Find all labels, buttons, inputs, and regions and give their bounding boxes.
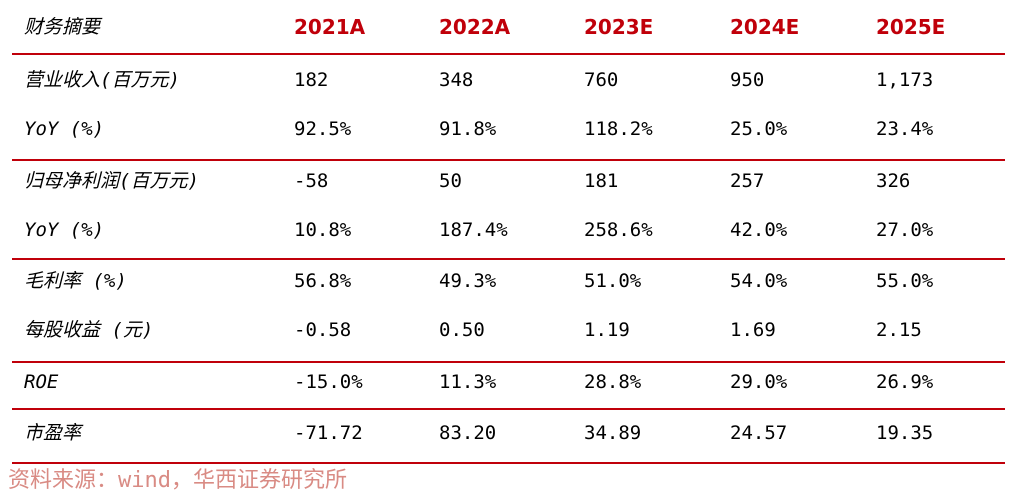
cell-2021a: -71.72 [294, 422, 363, 444]
row-label: YoY (%) [24, 219, 105, 241]
cell-2021a: 182 [294, 69, 329, 91]
header-year-2022a: 2022A [439, 15, 511, 39]
table-row-revenue: 营业收入(百万元) 182 348 760 950 1,173 [12, 55, 1005, 105]
header-year-2023e: 2023E [584, 15, 654, 39]
cell-2021a: 92.5% [294, 118, 352, 140]
cell-2023e: 28.8% [584, 371, 642, 393]
cell-2024e: 54.0% [730, 270, 788, 292]
section-divider-2 [12, 258, 1005, 260]
cell-2024e: 1.69 [730, 319, 776, 341]
table-row-eps: 每股收益 (元) -0.58 0.50 1.19 1.69 2.15 [12, 305, 1005, 355]
section-divider-1 [12, 159, 1005, 161]
row-label: 每股收益 (元) [24, 319, 154, 341]
row-label: YoY (%) [24, 118, 105, 140]
cell-2021a: -58 [294, 170, 329, 192]
cell-2022a: 83.20 [439, 422, 497, 444]
table-bottom-rule [12, 462, 1005, 464]
cell-2021a: 56.8% [294, 270, 352, 292]
cell-2025e: 1,173 [876, 69, 934, 91]
cell-2024e: 24.57 [730, 422, 788, 444]
cell-2025e: 27.0% [876, 219, 934, 241]
header-year-2021a: 2021A [294, 15, 366, 39]
source-note: 资料来源：wind，华西证券研究所 [8, 468, 347, 493]
cell-2025e: 55.0% [876, 270, 934, 292]
header-label: 财务摘要 [24, 16, 101, 38]
table-row-roe: ROE -15.0% 11.3% 28.8% 29.0% 26.9% [12, 357, 1005, 407]
cell-2023e: 51.0% [584, 270, 642, 292]
cell-2022a: 91.8% [439, 118, 497, 140]
cell-2023e: 1.19 [584, 319, 630, 341]
cell-2024e: 29.0% [730, 371, 788, 393]
cell-2025e: 326 [876, 170, 911, 192]
cell-2024e: 25.0% [730, 118, 788, 140]
header-year-2024e: 2024E [730, 15, 800, 39]
cell-2022a: 0.50 [439, 319, 485, 341]
cell-2025e: 19.35 [876, 422, 934, 444]
cell-2023e: 34.89 [584, 422, 642, 444]
cell-2022a: 50 [439, 170, 462, 192]
section-divider-3 [12, 361, 1005, 363]
table-row-net-profit-yoy: YoY (%) 10.8% 187.4% 258.6% 42.0% 27.0% [12, 205, 1005, 255]
row-label: 归母净利润(百万元) [24, 170, 199, 192]
cell-2021a: -15.0% [294, 371, 363, 393]
cell-2025e: 26.9% [876, 371, 934, 393]
table-row-pe-ratio: 市盈率 -71.72 83.20 34.89 24.57 19.35 [12, 408, 1005, 458]
table-header-row: 财务摘要 2021A 2022A 2023E 2024E 2025E [12, 2, 1005, 52]
row-label: 市盈率 [24, 422, 82, 444]
cell-2025e: 2.15 [876, 319, 922, 341]
cell-2022a: 49.3% [439, 270, 497, 292]
cell-2024e: 950 [730, 69, 765, 91]
row-label: 毛利率 (%) [24, 270, 127, 292]
cell-2022a: 348 [439, 69, 474, 91]
cell-2025e: 23.4% [876, 118, 934, 140]
cell-2023e: 118.2% [584, 118, 653, 140]
header-divider [12, 53, 1005, 55]
cell-2023e: 181 [584, 170, 619, 192]
section-divider-4 [12, 408, 1005, 410]
cell-2024e: 257 [730, 170, 765, 192]
row-label: ROE [24, 371, 59, 393]
cell-2023e: 258.6% [584, 219, 653, 241]
cell-2023e: 760 [584, 69, 619, 91]
header-year-2025e: 2025E [876, 15, 946, 39]
table-row-revenue-yoy: YoY (%) 92.5% 91.8% 118.2% 25.0% 23.4% [12, 104, 1005, 154]
cell-2024e: 42.0% [730, 219, 788, 241]
cell-2022a: 11.3% [439, 371, 497, 393]
table-row-net-profit: 归母净利润(百万元) -58 50 181 257 326 [12, 156, 1005, 206]
table-row-gross-margin: 毛利率 (%) 56.8% 49.3% 51.0% 54.0% 55.0% [12, 256, 1005, 306]
cell-2021a: 10.8% [294, 219, 352, 241]
row-label: 营业收入(百万元) [24, 69, 180, 91]
cell-2021a: -0.58 [294, 319, 352, 341]
cell-2022a: 187.4% [439, 219, 508, 241]
